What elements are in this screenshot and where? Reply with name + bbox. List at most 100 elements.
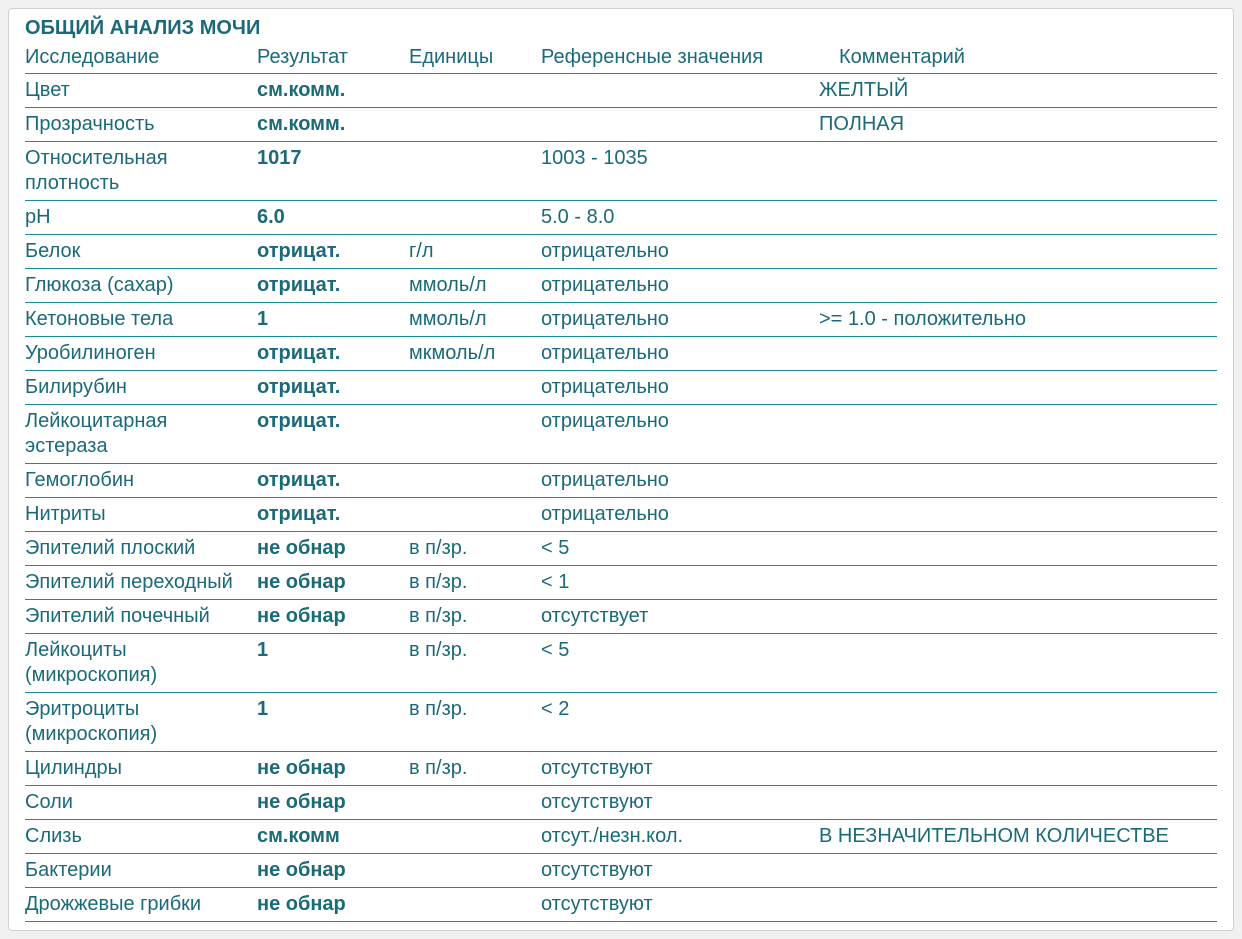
cell-units bbox=[409, 786, 541, 820]
cell-study: Цилиндры bbox=[25, 752, 257, 786]
col-header-study: Исследование bbox=[25, 42, 257, 74]
table-row: Дрожжевые грибкине обнаротсутствуют bbox=[25, 888, 1217, 922]
cell-study: Эпителий переходный bbox=[25, 566, 257, 600]
cell-reference: 5.0 - 8.0 bbox=[541, 201, 799, 235]
cell-result: 6.0 bbox=[257, 201, 409, 235]
cell-comment bbox=[799, 464, 1217, 498]
cell-comment bbox=[799, 201, 1217, 235]
cell-reference: отрицательно bbox=[541, 235, 799, 269]
cell-units: г/л bbox=[409, 235, 541, 269]
table-row: Гемоглобинотрицат.отрицательно bbox=[25, 464, 1217, 498]
cell-reference: отсут./незн.кол. bbox=[541, 820, 799, 854]
results-panel: ОБЩИЙ АНАЛИЗ МОЧИ Исследование Результат… bbox=[8, 8, 1234, 931]
cell-reference: отрицательно bbox=[541, 303, 799, 337]
cell-units bbox=[409, 108, 541, 142]
cell-result: не обнар bbox=[257, 888, 409, 922]
table-row: Относительная плотность1017 1003 - 1035 bbox=[25, 142, 1217, 201]
cell-reference: отрицательно bbox=[541, 269, 799, 303]
table-row: Эритроциты (микроскопия)1в п/зр.< 2 bbox=[25, 693, 1217, 752]
cell-reference: отсутствует bbox=[541, 600, 799, 634]
cell-units bbox=[409, 74, 541, 108]
cell-result: 1 bbox=[257, 303, 409, 337]
cell-units: в п/зр. bbox=[409, 752, 541, 786]
table-row: Цветсм.комм.ЖЕЛТЫЙ bbox=[25, 74, 1217, 108]
cell-result: не обнар bbox=[257, 786, 409, 820]
cell-units: в п/зр. bbox=[409, 634, 541, 693]
cell-reference: отсутствуют bbox=[541, 786, 799, 820]
cell-units bbox=[409, 464, 541, 498]
cell-reference: отрицательно bbox=[541, 464, 799, 498]
cell-study: Лейкоциты (микроскопия) bbox=[25, 634, 257, 693]
cell-comment bbox=[799, 600, 1217, 634]
cell-comment bbox=[799, 854, 1217, 888]
cell-comment bbox=[799, 235, 1217, 269]
col-header-result: Результат bbox=[257, 42, 409, 74]
cell-units bbox=[409, 142, 541, 201]
cell-comment bbox=[799, 752, 1217, 786]
table-row: Глюкоза (сахар)отрицат.ммоль/лотрицатель… bbox=[25, 269, 1217, 303]
cell-comment bbox=[799, 337, 1217, 371]
cell-study: Соли bbox=[25, 786, 257, 820]
cell-result: 1017 bbox=[257, 142, 409, 201]
table-row: Солине обнар отсутствуют bbox=[25, 786, 1217, 820]
cell-units: в п/зр. bbox=[409, 693, 541, 752]
cell-comment bbox=[799, 786, 1217, 820]
cell-units: в п/зр. bbox=[409, 566, 541, 600]
cell-reference: 1003 - 1035 bbox=[541, 142, 799, 201]
table-row: Белокотрицат.г/лотрицательно bbox=[25, 235, 1217, 269]
cell-units bbox=[409, 405, 541, 464]
cell-study: Дрожжевые грибки bbox=[25, 888, 257, 922]
table-row: Эпителий почечныйне обнарв п/зр.отсутств… bbox=[25, 600, 1217, 634]
cell-result: см.комм bbox=[257, 820, 409, 854]
cell-result: 1 bbox=[257, 634, 409, 693]
cell-reference: отрицательно bbox=[541, 405, 799, 464]
cell-units: ммоль/л bbox=[409, 303, 541, 337]
cell-comment: ПОЛНАЯ bbox=[799, 108, 1217, 142]
cell-result: не обнар bbox=[257, 600, 409, 634]
cell-result: отрицат. bbox=[257, 498, 409, 532]
cell-reference: отрицательно bbox=[541, 337, 799, 371]
cell-units bbox=[409, 498, 541, 532]
cell-reference bbox=[541, 108, 799, 142]
cell-units bbox=[409, 888, 541, 922]
cell-units: ммоль/л bbox=[409, 269, 541, 303]
table-row: Эпителий плоскийне обнарв п/зр.< 5 bbox=[25, 532, 1217, 566]
cell-units bbox=[409, 201, 541, 235]
cell-reference: < 5 bbox=[541, 634, 799, 693]
cell-comment bbox=[799, 693, 1217, 752]
cell-comment: >= 1.0 - положительно bbox=[799, 303, 1217, 337]
cell-comment bbox=[799, 566, 1217, 600]
cell-study: Эритроциты (микроскопия) bbox=[25, 693, 257, 752]
cell-study: Прозрачность bbox=[25, 108, 257, 142]
cell-comment bbox=[799, 142, 1217, 201]
section-title: ОБЩИЙ АНАЛИЗ МОЧИ bbox=[25, 15, 1217, 42]
cell-result: не обнар bbox=[257, 752, 409, 786]
cell-reference: < 5 bbox=[541, 532, 799, 566]
cell-reference: отсутствуют bbox=[541, 854, 799, 888]
cell-reference: < 2 bbox=[541, 693, 799, 752]
cell-study: Эпителий почечный bbox=[25, 600, 257, 634]
cell-study: Эпителий плоский bbox=[25, 532, 257, 566]
cell-study: pH bbox=[25, 201, 257, 235]
cell-reference: отрицательно bbox=[541, 498, 799, 532]
cell-result: отрицат. bbox=[257, 371, 409, 405]
cell-comment: ЖЕЛТЫЙ bbox=[799, 74, 1217, 108]
cell-units bbox=[409, 820, 541, 854]
table-row: Слизьсм.коммотсут./незн.кол.В НЕЗНАЧИТЕЛ… bbox=[25, 820, 1217, 854]
cell-result: отрицат. bbox=[257, 464, 409, 498]
cell-comment bbox=[799, 888, 1217, 922]
cell-study: Относительная плотность bbox=[25, 142, 257, 201]
table-row: Бактериине обнаротсутствуют bbox=[25, 854, 1217, 888]
cell-units bbox=[409, 371, 541, 405]
table-row: Цилиндрыне обнарв п/зр.отсутствуют bbox=[25, 752, 1217, 786]
results-table: Исследование Результат Единицы Референсн… bbox=[25, 42, 1217, 922]
table-row: Билирубинотрицат.отрицательно bbox=[25, 371, 1217, 405]
cell-comment bbox=[799, 269, 1217, 303]
table-row: Кетоновые тела1ммоль/лотрицательно>= 1.0… bbox=[25, 303, 1217, 337]
cell-comment: В НЕЗНАЧИТЕЛЬНОМ КОЛИЧЕСТВЕ bbox=[799, 820, 1217, 854]
cell-study: Уробилиноген bbox=[25, 337, 257, 371]
cell-comment bbox=[799, 405, 1217, 464]
cell-units: в п/зр. bbox=[409, 532, 541, 566]
cell-study: Лейкоцитарная эстераза bbox=[25, 405, 257, 464]
cell-reference: < 1 bbox=[541, 566, 799, 600]
